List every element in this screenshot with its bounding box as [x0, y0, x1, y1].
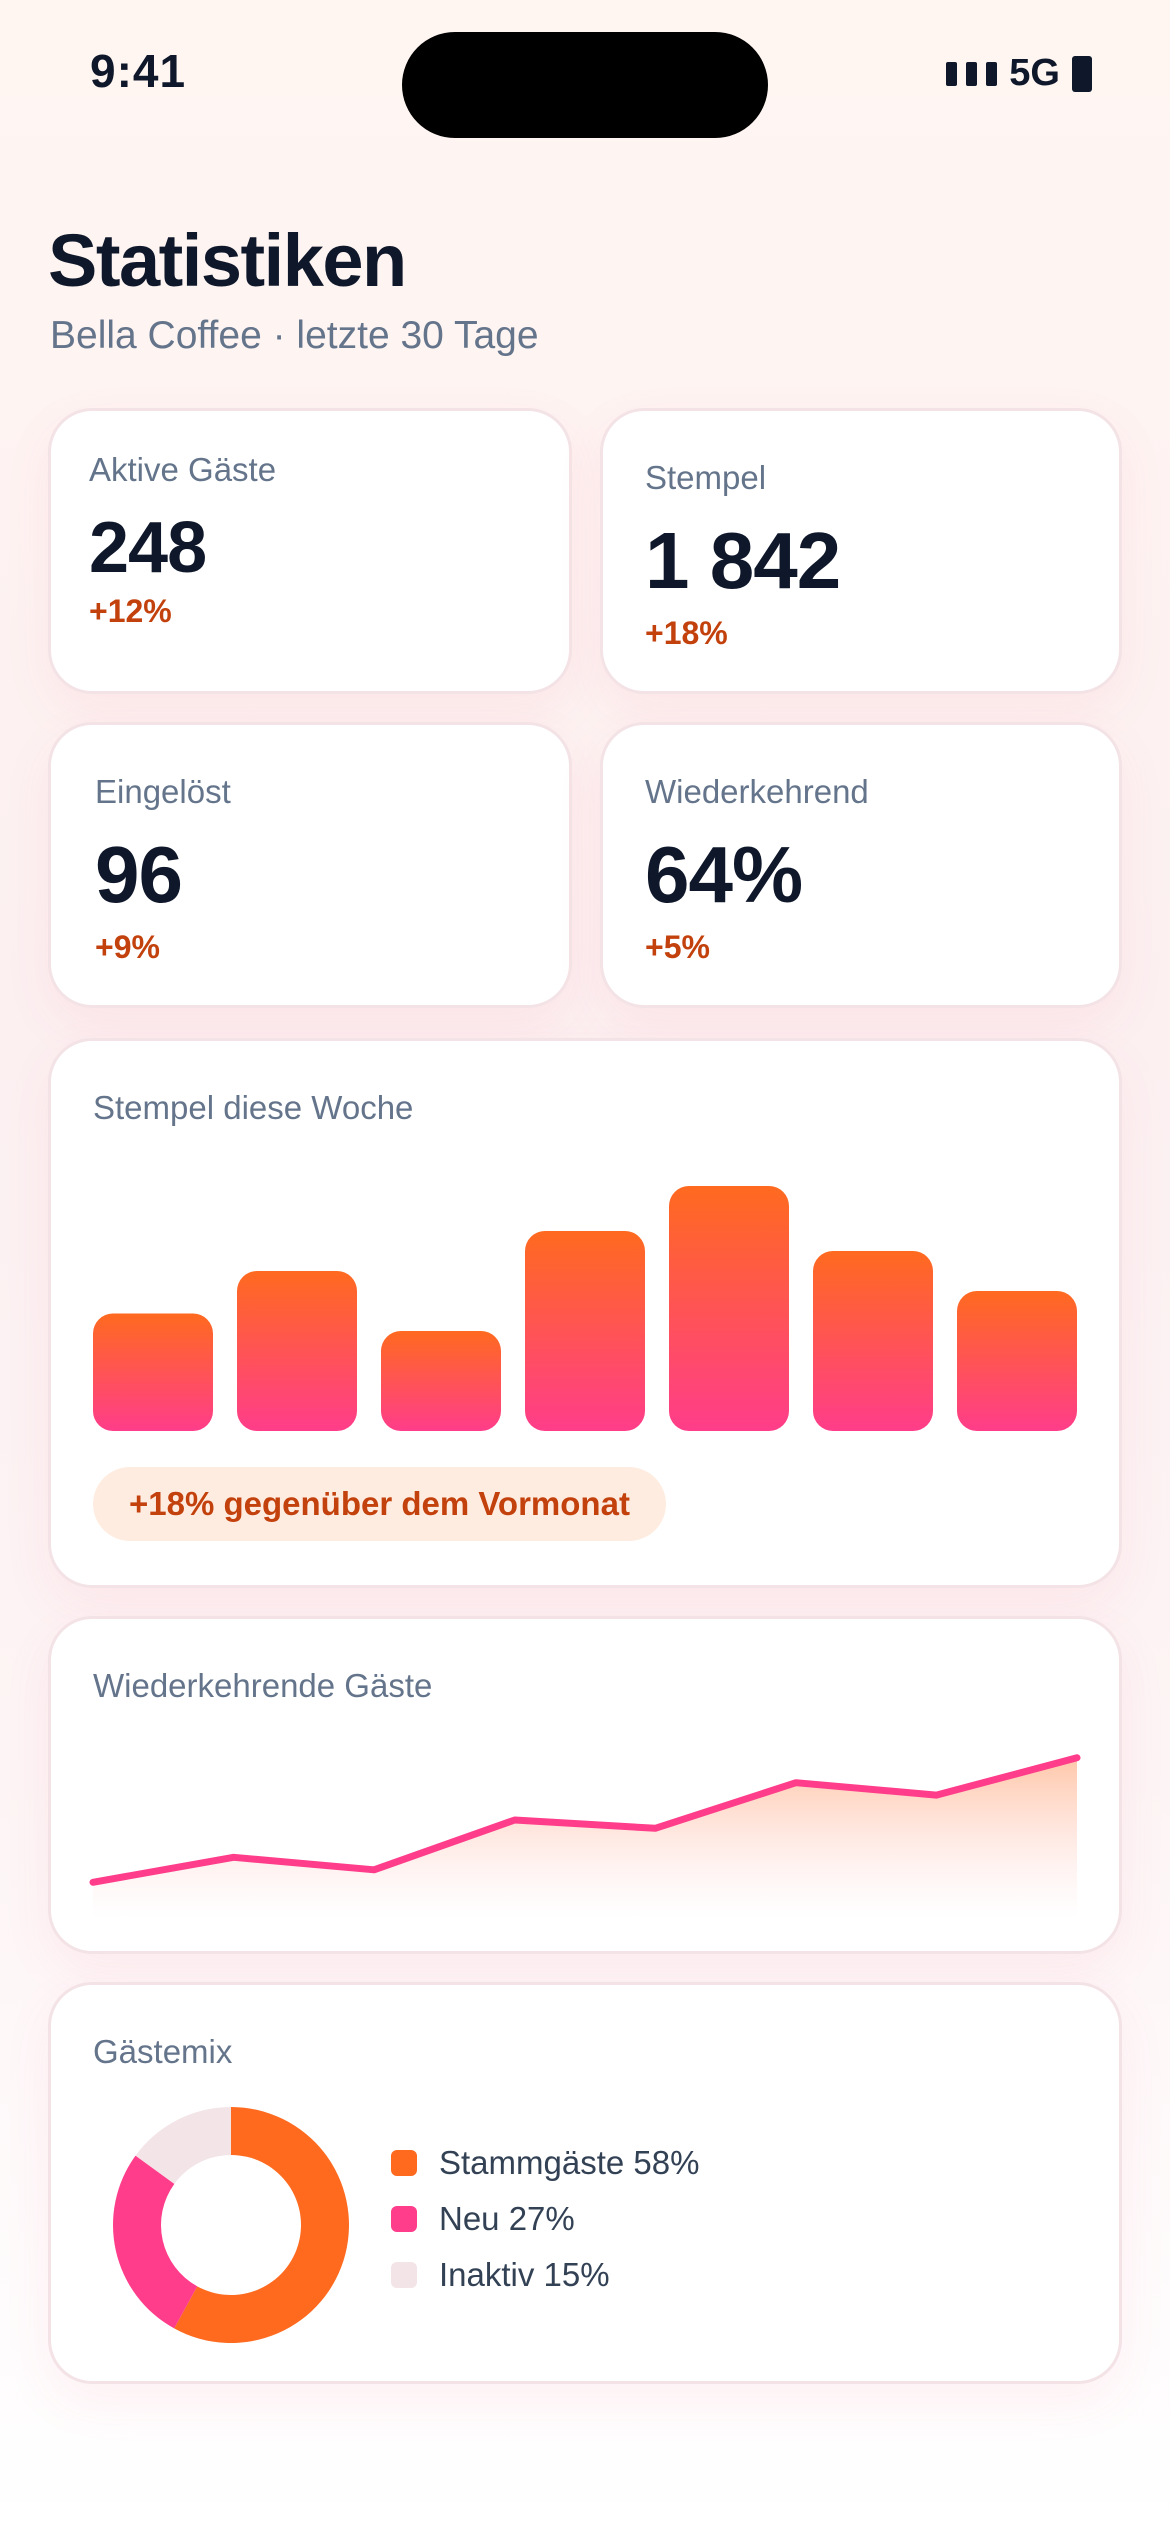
donut-slice-inactive — [135, 2107, 231, 2184]
chart-title: Stempel diese Woche — [93, 1089, 414, 1126]
legend-label: Stammgäste 58% — [439, 2144, 700, 2181]
bar-5 — [669, 1186, 789, 1431]
legend: Stammgäste 58% Neu 27% Inaktiv 15% — [391, 2135, 699, 2303]
stat-label: Stempel — [645, 459, 767, 496]
network-label: 5G — [1009, 52, 1060, 94]
status-icons: 5G — [946, 52, 1092, 95]
page-title: Statistiken — [48, 219, 407, 302]
stat-label: Wiederkehrend — [645, 773, 869, 810]
stat-value: 96 — [95, 830, 183, 919]
legend-swatch — [391, 2206, 417, 2232]
battery-icon — [1072, 55, 1092, 92]
stat-delta: +18% — [645, 615, 728, 651]
legend-item-regulars: Stammgäste 58% — [391, 2135, 699, 2191]
signal-icon — [946, 61, 998, 86]
stat-card-stamps[interactable]: Stempel 1 842 +18% — [600, 408, 1122, 694]
status-bar: 9:41 5G — [0, 0, 1170, 150]
stat-value: 64% — [645, 830, 803, 919]
bar-6 — [813, 1251, 933, 1431]
status-time: 9:41 — [90, 45, 187, 97]
page-subtitle: Bella Coffee · letzte 30 Tage — [50, 314, 539, 357]
bar-1 — [93, 1313, 213, 1431]
line-chart — [89, 1754, 1081, 1919]
bar-7 — [957, 1291, 1077, 1431]
bar-3 — [381, 1331, 501, 1431]
stat-value: 248 — [89, 508, 207, 588]
bar-chart — [93, 1186, 1077, 1431]
legend-swatch — [391, 2262, 417, 2288]
legend-label: Neu 27% — [439, 2200, 575, 2237]
stat-value: 1 842 — [645, 516, 841, 605]
legend-label: Inaktiv 15% — [439, 2256, 610, 2293]
donut-slice-new — [113, 2155, 198, 2329]
comparison-badge: +18% gegenüber dem Vormonat — [93, 1467, 666, 1541]
stat-delta: +12% — [89, 593, 172, 629]
stat-label: Eingelöst — [95, 773, 231, 810]
bar-4 — [525, 1231, 645, 1431]
chart-card-guest-mix: Gästemix Stammgäste 58% Neu 27% Inaktiv … — [48, 1982, 1122, 2384]
chart-title: Gästemix — [93, 2033, 233, 2070]
stat-label: Aktive Gäste — [89, 451, 277, 488]
chart-title: Wiederkehrende Gäste — [93, 1667, 433, 1704]
series-line — [89, 1754, 1081, 1886]
dynamic-island — [402, 32, 768, 138]
legend-item-inactive: Inaktiv 15% — [391, 2247, 699, 2303]
bar-2 — [237, 1271, 357, 1431]
legend-item-new: Neu 27% — [391, 2191, 699, 2247]
stat-delta: +9% — [95, 929, 160, 965]
donut-slice-regulars — [174, 2107, 349, 2343]
chart-card-returning-guests: Wiederkehrende Gäste — [48, 1616, 1122, 1954]
area-fill — [93, 1757, 1077, 1919]
stat-card-returning[interactable]: Wiederkehrend 64% +5% — [600, 722, 1122, 1008]
stat-delta: +5% — [645, 929, 710, 965]
legend-swatch — [391, 2150, 417, 2176]
chart-card-weekly-stamps: Stempel diese Woche +18% gegenüber dem V… — [48, 1038, 1122, 1588]
stat-card-active-guests[interactable]: Aktive Gäste 248 +12% — [48, 408, 572, 694]
donut-chart — [113, 2107, 349, 2343]
stat-card-redeemed[interactable]: Eingelöst 96 +9% — [48, 722, 572, 1008]
